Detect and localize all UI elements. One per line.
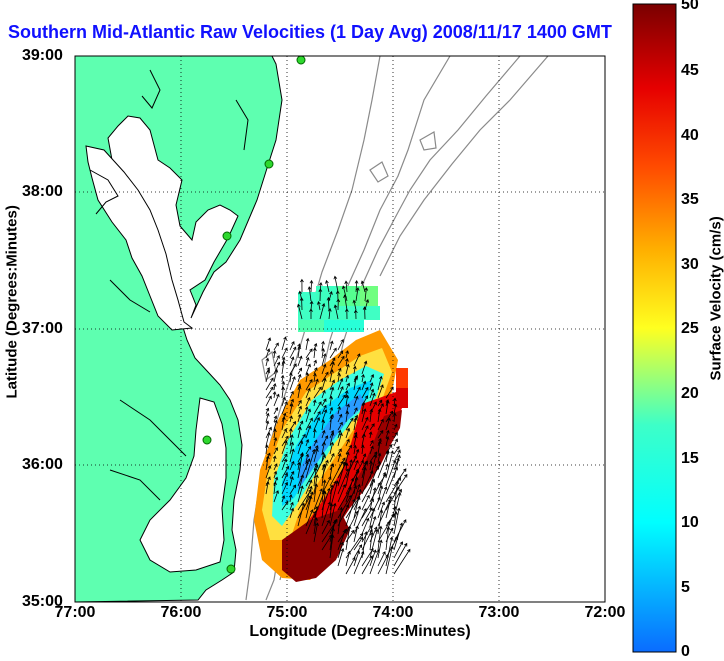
- radar-station-marker: [297, 56, 305, 64]
- radar-station-marker: [223, 232, 231, 240]
- radar-station-marker: [265, 160, 273, 168]
- radar-station-marker: [227, 565, 235, 573]
- colorbar: [633, 4, 676, 652]
- map-area: [75, 56, 605, 602]
- radar-station-marker: [203, 436, 211, 444]
